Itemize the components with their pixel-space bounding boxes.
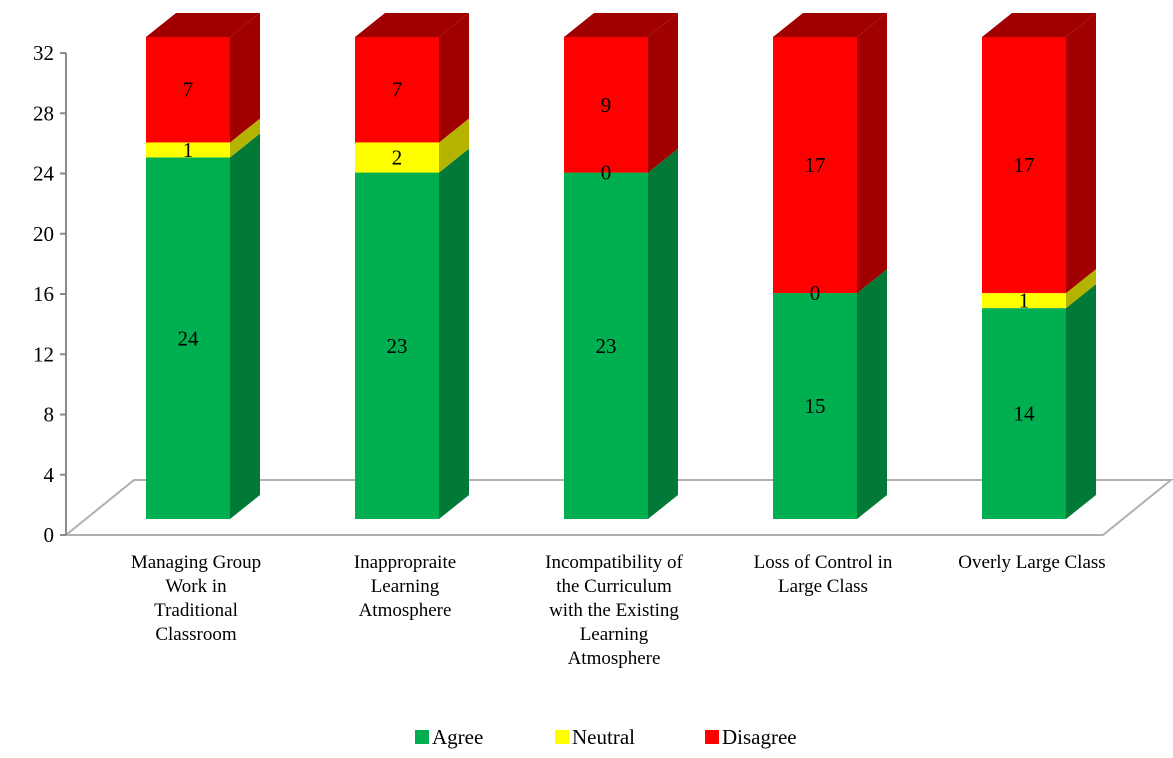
bar-side-neutral [439,118,469,173]
y-tick-label: 24 [33,162,55,186]
bar-side-agree [648,148,678,519]
data-label-agree: 23 [387,334,408,358]
y-tick-label: 4 [44,463,55,487]
bar-stack: 15 0 17 [773,13,887,519]
bar-side-agree [230,133,260,519]
bar-side-disagree [439,13,469,143]
bar-side-agree [1066,284,1096,519]
bar-segment-agree [982,308,1066,519]
bar-segment-agree [773,293,857,519]
data-label-agree: 15 [805,394,826,418]
data-label-agree: 24 [178,326,200,350]
bar-top [355,13,469,37]
data-label-neutral: 0 [601,161,612,185]
y-tick-label: 20 [33,222,54,246]
bar-side-disagree [648,13,678,173]
bar-top [146,13,260,37]
legend-label-neutral: Neutral [572,725,635,749]
bar-segment-disagree [982,37,1066,294]
bar-segment-neutral [146,142,230,158]
legend-swatch-disagree [705,730,719,744]
y-axis: 0 4 8 12 16 20 24 28 32 [33,41,67,547]
bar-side-agree [857,269,887,519]
bar-top [982,13,1096,37]
bar-side-disagree [1066,13,1096,294]
data-label-agree: 14 [1014,402,1036,426]
x-axis-labels: Managing Group Work in Traditional Classroo… [131,552,1106,669]
y-tick-label: 28 [33,101,54,125]
bar-segment-disagree [146,37,230,143]
bar-segment-neutral [355,142,439,173]
data-label-neutral: 2 [392,146,403,170]
x-tick-label: Overly Large Class [958,552,1105,573]
bar-side-neutral [230,118,260,158]
data-label-disagree: 17 [1014,153,1035,177]
legend-swatch-neutral [555,730,569,744]
x-tick-label: Managing Group Work in Traditional Classroo… [131,552,261,645]
legend: Agree Neutral Disagree [415,725,797,749]
data-label-agree: 23 [596,334,617,358]
bar-side-agree [439,148,469,519]
bar-stack: 23 2 7 [355,13,469,519]
bar-stack: 24 1 7 [146,13,260,519]
bar-top [773,13,887,37]
data-label-neutral: 0 [810,281,821,305]
bar-segment-agree [146,157,230,519]
x-tick-label: Loss of Control in Large Class [754,552,893,597]
bar-segment-disagree [564,37,648,173]
y-tick-label: 12 [33,342,54,366]
data-label-disagree: 17 [805,153,826,177]
y-tick-label: 32 [33,41,54,65]
data-label-disagree: 9 [601,93,612,117]
data-label-neutral: 1 [183,138,194,162]
bar-segment-neutral [982,293,1066,309]
y-tick-label: 8 [44,403,55,427]
bar-stack: 14 1 17 [982,13,1096,519]
bar-segment-disagree [773,37,857,294]
data-label-neutral: 1 [1019,289,1030,313]
x-tick-label: Inappropraite Learning Atmosphere [354,552,456,621]
bar-stack: 23 0 9 [564,13,678,519]
bar-side-disagree [230,13,260,143]
bar-segment-agree [564,172,648,519]
legend-label-agree: Agree [432,725,483,749]
data-label-disagree: 7 [183,78,194,102]
x-tick-label: Incompatibility of the Curriculum with the… [545,552,683,669]
y-tick-label: 16 [33,282,54,306]
bar-side-disagree [857,13,887,294]
bar-top [564,13,678,37]
legend-swatch-agree [415,730,429,744]
legend-label-disagree: Disagree [722,725,797,749]
y-tick-label: 0 [44,523,55,547]
bar-segment-disagree [355,37,439,143]
data-label-disagree: 7 [392,78,403,102]
bar-side-neutral [1066,269,1096,309]
bar-segment-agree [355,172,439,519]
